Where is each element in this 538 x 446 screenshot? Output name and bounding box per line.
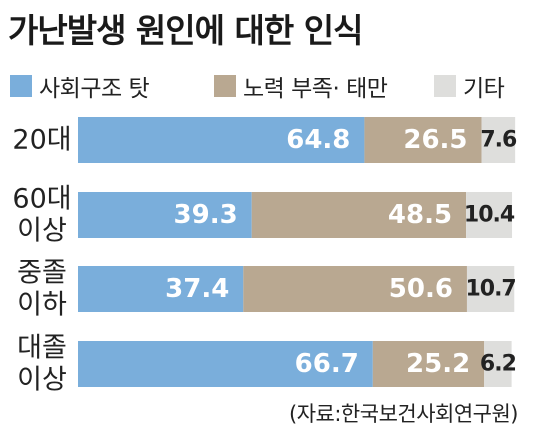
category-label: 이상 bbox=[17, 216, 67, 247]
data-label-social-structure: 39.3 bbox=[174, 200, 238, 230]
bar-segment-effort-lack bbox=[364, 117, 482, 163]
legend-label-social-structure: 사회구조 탓 bbox=[39, 76, 150, 102]
bar-segment-effort-lack bbox=[251, 192, 467, 238]
bar-segment-other bbox=[466, 266, 515, 312]
data-label-social-structure: 64.8 bbox=[286, 125, 350, 155]
chart-title: 가난발생 원인에 대한 인식 bbox=[8, 11, 363, 50]
legend-swatch-effort-lack bbox=[214, 75, 236, 97]
legend-item-other: 기타 bbox=[434, 68, 505, 104]
bar-segment-social-structure bbox=[78, 341, 373, 387]
data-label-social-structure: 66.7 bbox=[295, 349, 359, 379]
bar-segment-other bbox=[466, 192, 513, 238]
bar-segment-social-structure bbox=[78, 266, 244, 312]
data-label-other: 7.6 bbox=[480, 128, 517, 153]
data-label-effort-lack: 26.5 bbox=[403, 125, 467, 155]
category-label: 60대 bbox=[12, 184, 71, 215]
legend-label-other: 기타 bbox=[463, 76, 505, 102]
category-label: 20대 bbox=[12, 125, 71, 156]
legend-swatch-social-structure bbox=[10, 75, 32, 97]
data-label-effort-lack: 25.2 bbox=[406, 349, 470, 379]
legend-item-social-structure: 사회구조 탓 bbox=[10, 68, 150, 104]
legend-swatch-other bbox=[434, 75, 456, 97]
category-label: 대졸 bbox=[17, 333, 67, 364]
bar-segment-effort-lack bbox=[372, 341, 485, 387]
bar-segment-effort-lack bbox=[243, 266, 467, 312]
data-label-effort-lack: 50.6 bbox=[389, 274, 453, 304]
legend-item-effort-lack: 노력 부족· 태만 bbox=[214, 68, 388, 104]
bar-segment-social-structure bbox=[78, 117, 365, 163]
category-label: 중졸 bbox=[17, 258, 67, 289]
category-label: 이하 bbox=[17, 290, 67, 321]
bar-segment-social-structure bbox=[78, 192, 252, 238]
bar-segment-other bbox=[481, 117, 516, 163]
data-label-other: 6.2 bbox=[480, 352, 516, 377]
source-note: (자료:한국보건사회연구원) bbox=[289, 402, 518, 426]
bar-segment-other bbox=[484, 341, 512, 387]
data-label-social-structure: 37.4 bbox=[165, 274, 229, 304]
legend-label-effort-lack: 노력 부족· 태만 bbox=[243, 76, 388, 102]
data-label-effort-lack: 48.5 bbox=[388, 200, 452, 230]
data-label-other: 10.7 bbox=[465, 277, 515, 302]
data-label-other: 10.4 bbox=[464, 203, 515, 228]
category-label: 이상 bbox=[17, 365, 67, 396]
